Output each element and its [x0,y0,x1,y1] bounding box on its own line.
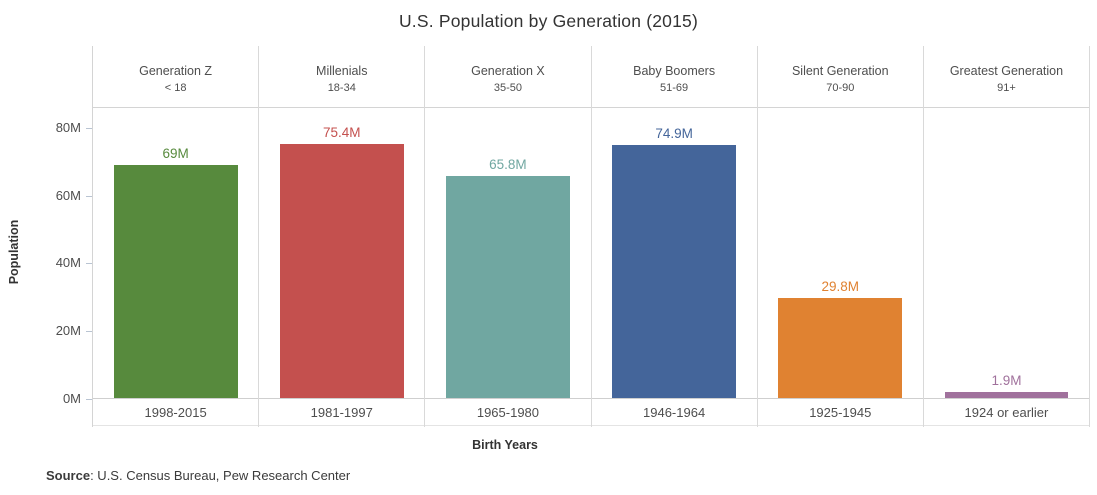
age-range: < 18 [164,82,187,94]
bar-millenials[interactable] [279,144,404,398]
column-header: Baby Boomers 51-69 [591,46,757,108]
generation-column-baby-boomers: Baby Boomers 51-69 74.9M 1946-1964 [591,46,758,427]
y-tick-label-60m: 60M [55,188,81,203]
column-header: Silent Generation 70-90 [757,46,923,108]
birth-years-label: 1965-1980 [425,399,591,426]
bar-pane: 69M [93,108,259,399]
bar-gen-z[interactable] [113,165,238,398]
bar-value-label: 74.9M [655,126,693,141]
y-tick-label-20m: 20M [55,323,81,338]
y-tick-label-80m: 80M [55,120,81,135]
source-attribution: Source: U.S. Census Bureau, Pew Research… [46,468,350,483]
y-tick-mark [86,399,92,400]
birth-years-label: 1925-1945 [757,399,923,426]
y-tick-mark [86,263,92,264]
column-header: Greatest Generation 91+ [923,46,1090,108]
y-tick-mark [86,331,92,332]
bar-pane: 1.9M [923,108,1090,399]
bar-value-label: 29.8M [821,279,860,294]
age-range: 70-90 [826,82,855,94]
bar-baby-boomers[interactable] [612,145,737,398]
age-range: 18-34 [327,82,356,94]
generation-name: Baby Boomers [633,64,716,78]
bar-value-label: 1.9M [991,373,1022,388]
y-tick-mark [86,196,92,197]
birth-years-label: 1998-2015 [93,399,259,426]
bar-pane: 75.4M [259,108,425,399]
generation-column-silent: Silent Generation 70-90 29.8M 1925-1945 [757,46,924,427]
birth-years-label: 1924 or earlier [923,399,1090,426]
y-tick-label-0m: 0M [62,391,81,406]
plot-area: Generation Z < 18 69M 1998-2015 Millenia… [92,46,1091,427]
generation-name: Greatest Generation [949,64,1064,78]
column-header: Generation Z < 18 [93,46,259,108]
bar-value-label: 75.4M [322,125,361,140]
column-header: Millenials 18-34 [259,46,425,108]
source-label: Source [46,468,91,483]
age-range: 91+ [997,82,1016,94]
generation-column-greatest: Greatest Generation 91+ 1.9M 1924 or ear… [923,46,1091,427]
source-text: : U.S. Census Bureau, Pew Research Cente… [90,468,351,483]
bar-pane: 29.8M [757,108,923,399]
birth-years-label: 1981-1997 [259,399,425,426]
y-axis-title: Population [7,219,21,285]
y-tick-mark [86,128,92,129]
generation-name: Millenials [316,64,368,78]
generation-column-gen-z: Generation Z < 18 69M 1998-2015 [93,46,260,427]
bar-gen-x[interactable] [445,176,570,398]
age-range: 35-50 [493,82,522,94]
birth-years-label: 1946-1964 [591,399,757,426]
generation-column-millenials: Millenials 18-34 75.4M 1981-1997 [259,46,426,427]
generation-column-gen-x: Generation X 35-50 65.8M 1965-1980 [425,46,592,427]
bar-greatest-generation[interactable] [944,392,1069,398]
generation-name: Generation Z [139,64,213,78]
x-axis-title: Birth Years [472,438,538,452]
age-range: 51-69 [660,82,689,94]
column-header: Generation X 35-50 [425,46,591,108]
generation-name: Silent Generation [791,64,889,78]
bar-value-label: 65.8M [489,157,527,172]
bar-value-label: 69M [162,146,189,161]
y-tick-label-40m: 40M [55,255,81,270]
bar-pane: 65.8M [425,108,591,399]
bar-pane: 74.9M [591,108,757,399]
chart-title: U.S. Population by Generation (2015) [398,11,699,31]
generation-name: Generation X [471,64,545,78]
bar-silent-generation[interactable] [778,298,903,398]
